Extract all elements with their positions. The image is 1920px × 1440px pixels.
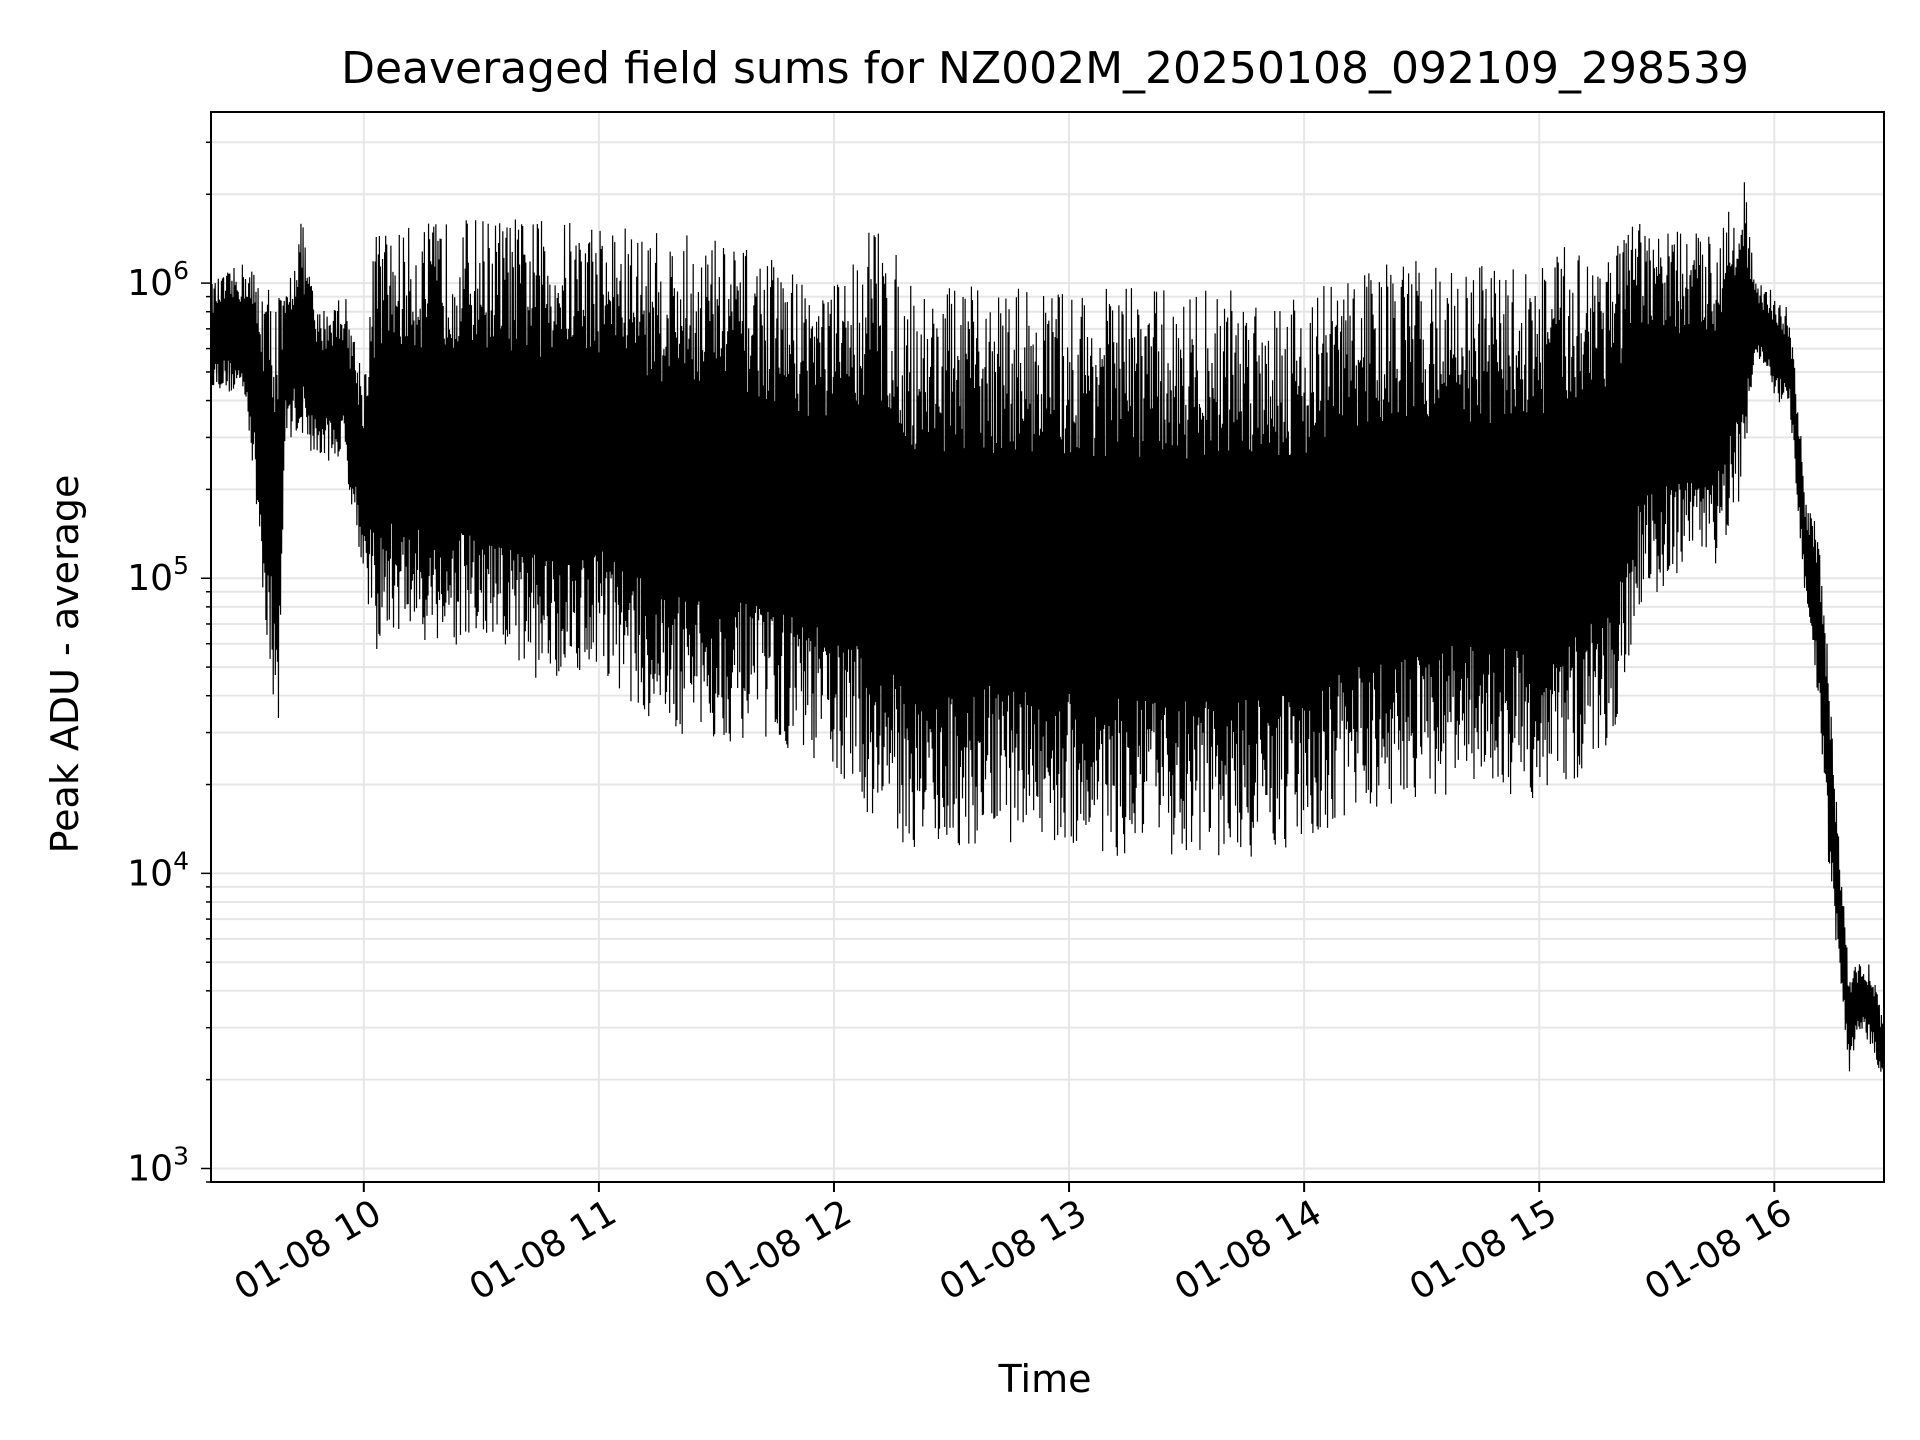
y-tick-label: 105 <box>127 551 189 599</box>
chart-title: Deaveraged field sums for NZ002M_2025010… <box>341 43 1749 94</box>
y-tick-label: 103 <box>127 1141 189 1189</box>
y-axis-label: Peak ADU - average <box>43 475 87 854</box>
y-tick-label: 104 <box>127 846 189 894</box>
data-series <box>210 182 1885 1083</box>
x-axis-label: Time <box>998 1357 1092 1401</box>
plot-frame <box>210 111 1885 1183</box>
series-line <box>210 182 1885 1083</box>
y-tick-label: 106 <box>127 256 189 304</box>
